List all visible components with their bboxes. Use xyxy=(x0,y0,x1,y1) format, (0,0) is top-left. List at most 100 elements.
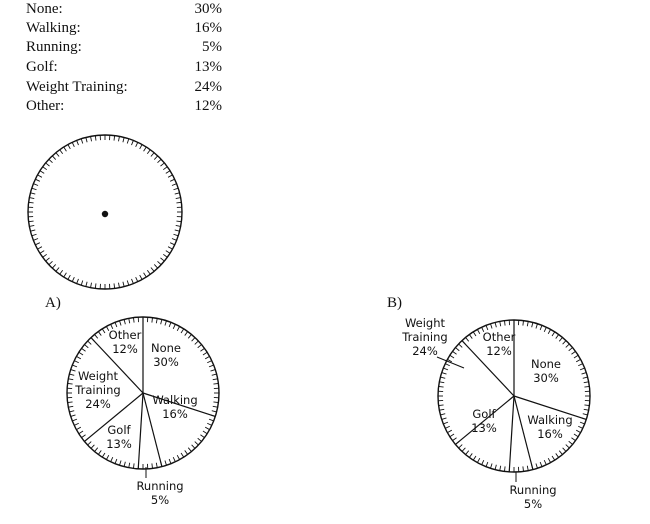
percent-tick xyxy=(440,376,446,379)
percent-tick xyxy=(583,408,589,411)
percent-tick xyxy=(447,429,452,434)
option-a-label[interactable]: A) xyxy=(45,295,61,311)
percent-tick xyxy=(101,452,106,458)
row-label: None: xyxy=(26,1,63,17)
percent-tick xyxy=(171,183,177,186)
percent-tick xyxy=(122,137,125,143)
percent-tick xyxy=(157,260,162,266)
percent-tick xyxy=(162,166,168,171)
percent-tick xyxy=(94,334,99,339)
percent-tick xyxy=(81,434,86,439)
percent-tick xyxy=(576,358,581,363)
percent-tick xyxy=(74,422,79,426)
percent-tick xyxy=(210,369,216,372)
slice-boundary xyxy=(142,392,163,467)
percent-tick xyxy=(581,372,587,375)
percent-tick xyxy=(440,413,446,416)
percent-tick xyxy=(539,461,543,467)
percent-tick xyxy=(481,460,485,465)
percent-tick xyxy=(133,463,135,469)
percent-tick xyxy=(67,274,71,280)
percent-tick xyxy=(531,322,534,328)
percent-tick xyxy=(97,450,102,455)
percent-tick xyxy=(30,192,36,195)
percent-tick xyxy=(578,425,583,429)
percent-tick xyxy=(485,461,489,467)
percent-tick xyxy=(175,225,181,227)
table-row: Running: 5% xyxy=(26,38,222,57)
percent-tick xyxy=(481,327,485,332)
row-label: Running: xyxy=(26,39,82,55)
percent-tick xyxy=(90,282,92,288)
percent-tick xyxy=(584,404,590,406)
slice-label: None 30% xyxy=(531,357,561,385)
percent-tick xyxy=(114,458,118,464)
percent-tick xyxy=(85,137,88,143)
percent-tick xyxy=(118,136,120,142)
percent-tick xyxy=(555,334,560,339)
percent-tick xyxy=(547,329,552,334)
percent-tick xyxy=(110,324,114,329)
percent-tick xyxy=(30,229,36,232)
percent-tick xyxy=(164,460,167,466)
percent-tick xyxy=(194,340,199,345)
percent-tick xyxy=(174,192,180,195)
percent-tick xyxy=(535,463,538,469)
percent-tick xyxy=(76,355,81,360)
option-b-label[interactable]: B) xyxy=(387,295,402,311)
percent-tick xyxy=(39,250,45,254)
percent-tick xyxy=(449,354,455,359)
percent-tick xyxy=(468,334,473,339)
percent-tick xyxy=(211,373,217,376)
percent-tick xyxy=(157,158,162,164)
percent-tick xyxy=(458,343,463,348)
percent-tick xyxy=(139,144,143,150)
slice-boundary xyxy=(461,340,515,397)
percent-tick xyxy=(504,320,506,326)
percent-tick xyxy=(174,229,180,232)
table-row: Weight Training: 24% xyxy=(26,78,222,97)
percent-tick xyxy=(197,344,202,349)
percent-tick xyxy=(48,158,53,164)
percent-tick xyxy=(547,458,552,463)
percent-tick xyxy=(45,257,50,262)
percent-tick xyxy=(172,324,176,329)
percent-tick xyxy=(191,337,196,342)
percent-tick xyxy=(72,364,78,368)
percent-tick xyxy=(171,238,177,241)
percent-tick xyxy=(153,264,159,269)
percent-tick xyxy=(441,417,447,420)
percent-tick xyxy=(180,328,185,334)
percent-tick xyxy=(71,142,75,148)
percent-tick xyxy=(33,238,39,241)
percent-tick xyxy=(110,457,114,462)
percent-tick xyxy=(439,408,445,411)
percent-tick xyxy=(184,450,189,455)
percent-tick xyxy=(37,246,43,250)
percent-tick xyxy=(208,364,214,368)
percent-tick xyxy=(571,350,576,355)
percent-tick xyxy=(76,278,79,284)
percent-tick xyxy=(565,444,570,449)
percent-tick xyxy=(449,433,455,438)
percent-tick xyxy=(468,453,473,458)
percent-tick xyxy=(35,242,41,246)
percent-tick xyxy=(458,444,463,449)
percent-tick xyxy=(499,321,502,327)
percent-tick xyxy=(212,378,218,381)
percent-tick xyxy=(175,197,181,199)
percent-tick xyxy=(126,138,130,144)
option-b-pie-chart[interactable]: None 30% Walking 16% Running 5% Golf 13% Weight T… xyxy=(401,316,591,511)
percent-tick xyxy=(153,155,159,160)
percent-tick xyxy=(180,452,185,458)
percent-tick xyxy=(205,426,210,431)
percent-tick xyxy=(194,441,199,446)
percent-tick xyxy=(191,444,196,449)
percent-tick xyxy=(119,320,122,326)
center-point xyxy=(101,210,109,218)
percent-tick xyxy=(205,355,210,360)
slice-label: None 30% xyxy=(151,341,181,369)
percent-tick xyxy=(133,317,135,323)
percent-tick xyxy=(28,220,34,223)
option-a-pie-chart[interactable]: None 30% Walking 16% Running 5% Golf 13% Weight T… xyxy=(66,316,220,507)
